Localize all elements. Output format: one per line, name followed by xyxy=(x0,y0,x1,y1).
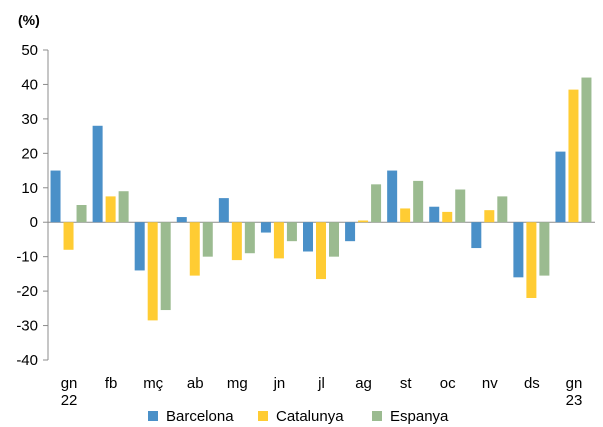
bar-espanya-2 xyxy=(160,222,171,311)
legend-swatch-catalunya xyxy=(258,411,268,421)
y-tick-label: -40 xyxy=(16,352,38,369)
bar-barcelona-3 xyxy=(176,217,187,223)
bar-espanya-3 xyxy=(202,222,213,257)
legend-label-espanya: Espanya xyxy=(390,408,449,425)
bar-barcelona-1 xyxy=(92,125,103,223)
bar-catalunya-0 xyxy=(63,222,74,250)
bar-espanya-6 xyxy=(329,222,339,257)
bar-barcelona-10 xyxy=(471,222,482,249)
bar-catalunya-4 xyxy=(231,222,242,261)
y-tick-label: 20 xyxy=(21,145,38,162)
bar-espanya-8 xyxy=(413,180,424,223)
bar-barcelona-5 xyxy=(260,222,271,233)
bar-barcelona-11 xyxy=(513,222,524,278)
bar-espanya-10 xyxy=(497,196,508,223)
bar-catalunya-5 xyxy=(273,222,284,259)
bar-espanya-4 xyxy=(244,222,255,254)
bar-catalunya-9 xyxy=(442,211,453,223)
x-tick-label: 23 xyxy=(566,392,583,409)
bar-catalunya-8 xyxy=(400,208,411,223)
x-tick-label: gn xyxy=(566,375,583,392)
x-tick-label: mg xyxy=(227,375,248,392)
bar-espanya-12 xyxy=(581,77,592,223)
bar-catalunya-6 xyxy=(316,222,326,280)
bar-barcelona-2 xyxy=(134,222,145,271)
bar-barcelona-9 xyxy=(429,206,440,223)
bar-catalunya-12 xyxy=(568,89,579,223)
bar-barcelona-0 xyxy=(50,170,61,223)
bar-catalunya-7 xyxy=(358,220,369,223)
x-tick-label: ab xyxy=(187,375,204,392)
y-tick-label: 10 xyxy=(21,180,38,197)
x-tick-label: gn xyxy=(61,375,78,392)
legend-swatch-barcelona xyxy=(148,411,158,421)
bar-catalunya-3 xyxy=(189,222,200,276)
x-tick-label: nv xyxy=(482,375,498,392)
legend-label-catalunya: Catalunya xyxy=(276,408,344,425)
y-tick-label: 30 xyxy=(21,111,38,128)
bars-layer xyxy=(50,77,592,321)
y-axis-unit-label: (%) xyxy=(18,12,40,28)
legend: Barcelona Catalunya Espanya xyxy=(148,408,449,425)
x-tick-label: mç xyxy=(143,375,163,392)
y-tick-label: -20 xyxy=(16,283,38,300)
bar-espanya-9 xyxy=(455,189,466,223)
bar-espanya-7 xyxy=(371,184,382,223)
bar-barcelona-8 xyxy=(387,170,398,223)
bar-espanya-11 xyxy=(539,222,550,276)
x-tick-label: jn xyxy=(273,375,286,392)
y-tick-label: 50 xyxy=(21,42,38,59)
y-tick-label: 0 xyxy=(30,214,38,231)
bar-catalunya-10 xyxy=(484,210,495,223)
bar-barcelona-12 xyxy=(555,151,566,223)
bar-espanya-5 xyxy=(286,222,297,242)
bar-barcelona-6 xyxy=(303,222,313,252)
bar-espanya-0 xyxy=(76,205,87,223)
bar-barcelona-4 xyxy=(218,198,229,223)
x-tick-label: oc xyxy=(440,375,456,392)
bar-catalunya-2 xyxy=(147,222,158,321)
bar-espanya-1 xyxy=(118,191,129,223)
x-tick-label: ds xyxy=(524,375,540,392)
x-tick-label: fb xyxy=(105,375,118,392)
x-tick-label: 22 xyxy=(61,392,78,409)
y-tick-label: -30 xyxy=(16,318,38,335)
bar-catalunya-11 xyxy=(526,222,537,298)
y-tick-label: 40 xyxy=(21,76,38,93)
x-tick-label: ag xyxy=(355,375,372,392)
bar-barcelona-7 xyxy=(345,222,356,242)
bar-catalunya-1 xyxy=(105,196,116,223)
y-tick-label: -10 xyxy=(16,249,38,266)
x-tick-label: jl xyxy=(317,375,325,392)
legend-label-barcelona: Barcelona xyxy=(166,408,234,425)
x-tick-label: st xyxy=(400,375,413,392)
legend-swatch-espanya xyxy=(372,411,382,421)
